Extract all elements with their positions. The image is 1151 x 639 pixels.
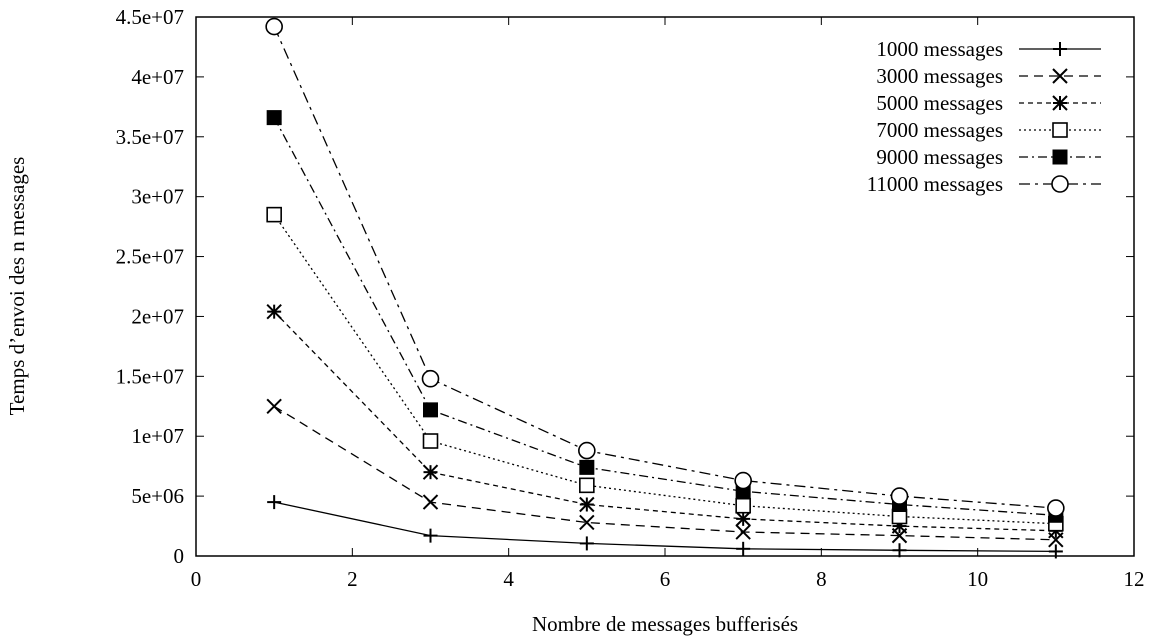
data-point [735, 497, 751, 514]
y-tick-label: 3.5e+07 [116, 125, 184, 149]
axis-ticks: 0 2 4 6 8 10 12 0 5e+06 1e+07 1.5e+07 2e+07 2.5e+07 3… [116, 5, 1145, 591]
legend-marker [1052, 149, 1068, 165]
x-tick-label: 6 [660, 567, 671, 591]
series-line [273, 117, 1056, 516]
series-layer [265, 17, 1065, 559]
data-point [422, 433, 439, 449]
y-tick-label: 2.5e+07 [116, 245, 184, 269]
series-line [273, 405, 1056, 541]
x-tick-label: 10 [967, 567, 988, 591]
series-1 [266, 398, 1064, 548]
series-line [274, 501, 1056, 553]
series-5 [265, 17, 1065, 517]
legend-marker [1052, 95, 1068, 111]
legend-marker [1052, 122, 1068, 138]
data-point [579, 477, 595, 494]
legend-label: 3000 messages [876, 64, 1003, 88]
series-line [273, 214, 1056, 525]
y-tick-label: 3e+07 [131, 185, 184, 209]
data-point [579, 496, 595, 513]
legend-entry: 1000 messages [876, 37, 1101, 61]
legend-marker [1052, 68, 1068, 84]
series-0 [267, 495, 1063, 559]
data-point [266, 110, 282, 126]
data-point [892, 543, 907, 558]
y-axis-title: Temps d’envoi des n messages [5, 157, 29, 416]
x-axis-title: Nombre de messages bufferisés [532, 612, 798, 636]
legend-marker [1053, 42, 1067, 56]
y-tick-label: 4e+07 [131, 65, 184, 89]
series-line [273, 26, 1056, 509]
data-point [423, 402, 438, 418]
data-point [266, 303, 282, 320]
y-tick-label: 2e+07 [131, 304, 184, 328]
data-point [734, 471, 752, 490]
x-tick-label: 8 [816, 567, 827, 591]
data-point [266, 206, 282, 223]
data-point [1047, 499, 1065, 517]
x-tick-label: 4 [503, 567, 514, 591]
legend-entry: 5000 messages [876, 91, 1101, 115]
y-tick-label: 4.5e+07 [116, 5, 184, 29]
legend-label: 11000 messages [867, 172, 1003, 196]
data-point [579, 514, 595, 531]
data-point [267, 495, 282, 510]
legend-label: 1000 messages [876, 37, 1003, 61]
data-point [1048, 544, 1063, 559]
series-3 [266, 206, 1064, 532]
data-point [422, 494, 439, 510]
legend-label: 7000 messages [876, 118, 1003, 142]
data-point [735, 511, 751, 527]
data-point [736, 541, 751, 556]
data-point [579, 536, 594, 551]
y-tick-label: 1e+07 [131, 424, 184, 448]
legend-entry: 7000 messages [876, 118, 1101, 142]
data-point [579, 459, 595, 475]
data-point [422, 464, 439, 480]
data-point [423, 528, 438, 543]
data-point [421, 369, 440, 388]
y-tick-label: 0 [174, 544, 185, 568]
data-point [890, 487, 909, 505]
legend: 1000 messages 3000 messages 5000 messages 7… [867, 37, 1101, 196]
y-tick-label: 1.5e+07 [116, 364, 184, 388]
legend-marker [1051, 175, 1069, 193]
legend-label: 5000 messages [876, 91, 1003, 115]
y-tick-label: 5e+06 [131, 484, 184, 508]
series-line [273, 311, 1056, 532]
data-point [266, 398, 282, 414]
legend-entry: 3000 messages [876, 64, 1101, 88]
x-tick-label: 2 [347, 567, 358, 591]
legend-entry: 11000 messages [867, 172, 1101, 196]
x-tick-label: 12 [1124, 567, 1145, 591]
data-point [578, 441, 596, 460]
data-point [735, 524, 751, 540]
x-tick-label: 0 [191, 567, 202, 591]
data-point [265, 17, 283, 36]
legend-label: 9000 messages [876, 145, 1003, 169]
series-2 [266, 303, 1064, 539]
legend-entry: 9000 messages [876, 145, 1101, 169]
